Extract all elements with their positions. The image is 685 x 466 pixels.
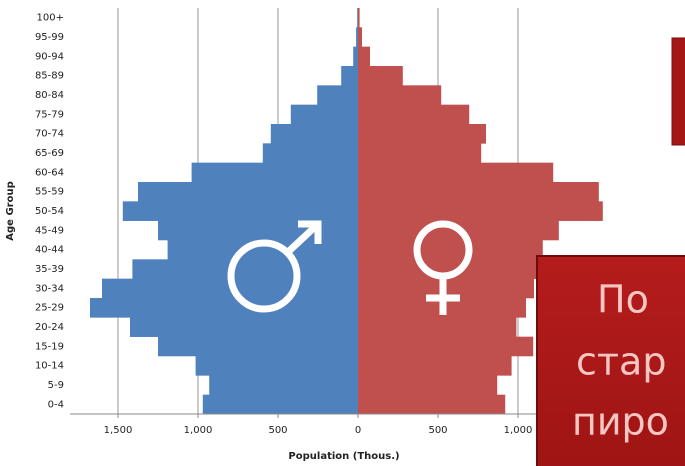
y-tick-label: 35-39 bbox=[35, 264, 64, 275]
bar bbox=[191, 162, 358, 183]
bar bbox=[358, 27, 362, 47]
bar bbox=[358, 375, 498, 395]
bar bbox=[158, 336, 358, 357]
y-tick-label: 45-49 bbox=[35, 225, 64, 236]
bar bbox=[138, 182, 358, 202]
y-tick-label: 50-54 bbox=[35, 206, 64, 217]
male-symbol-arrow bbox=[285, 221, 321, 255]
bar bbox=[357, 8, 358, 28]
x-tick-label: 1,000 bbox=[184, 425, 213, 436]
y-axis-label: Age Group bbox=[5, 181, 16, 240]
bar bbox=[358, 85, 442, 105]
y-tick-label: 65-69 bbox=[35, 148, 64, 159]
bar bbox=[353, 46, 358, 67]
bar bbox=[132, 259, 358, 279]
male-symbol-head bbox=[298, 220, 322, 244]
overlay-text: пиро bbox=[572, 400, 669, 444]
bar bbox=[90, 298, 358, 318]
y-tick-label: 0-4 bbox=[48, 399, 64, 410]
bar bbox=[358, 104, 470, 125]
axes: 1,500 1,000 500 0 500 1,000 0-4 5-9 10-14 15-19 20… bbox=[35, 13, 678, 436]
bar bbox=[122, 201, 358, 221]
overlay-box bbox=[536, 255, 685, 466]
x-tick-label: 500 bbox=[428, 425, 447, 436]
y-tick-label: 25-29 bbox=[35, 303, 64, 314]
y-tick-label: 40-44 bbox=[35, 245, 64, 256]
gender-symbols bbox=[227, 220, 473, 315]
y-tick-label: 85-89 bbox=[35, 71, 64, 82]
bar bbox=[358, 8, 360, 28]
bar bbox=[358, 259, 542, 279]
y-tick-label: 60-64 bbox=[35, 167, 64, 178]
bar bbox=[130, 317, 358, 337]
bar bbox=[167, 240, 358, 260]
overlay-box-small bbox=[671, 37, 685, 146]
bar bbox=[358, 240, 543, 260]
bar bbox=[290, 104, 358, 125]
bar bbox=[158, 220, 358, 241]
bar bbox=[358, 201, 603, 221]
overlay-text: стар bbox=[576, 340, 666, 384]
y-tick-label: 20-24 bbox=[35, 322, 64, 333]
x-tick-label: 500 bbox=[268, 425, 287, 436]
bar bbox=[195, 356, 358, 376]
y-tick-label: 100+ bbox=[37, 13, 64, 24]
bar bbox=[202, 394, 358, 415]
overlay-text: По bbox=[597, 278, 649, 322]
bar bbox=[358, 356, 512, 376]
bar bbox=[358, 317, 517, 337]
bar bbox=[358, 182, 599, 202]
x-tick-label: 1,500 bbox=[104, 425, 133, 436]
bar bbox=[358, 124, 486, 144]
bar bbox=[209, 375, 358, 395]
y-tick-label: 70-74 bbox=[35, 129, 64, 140]
y-tick-label: 55-59 bbox=[35, 187, 64, 198]
y-tick-label: 15-19 bbox=[35, 341, 64, 352]
bar bbox=[317, 85, 358, 105]
bars bbox=[90, 8, 603, 415]
y-tick-label: 95-99 bbox=[35, 32, 64, 43]
x-tick-label: 0 bbox=[355, 425, 361, 436]
male-symbol-circle bbox=[227, 239, 301, 313]
bar bbox=[358, 336, 534, 357]
y-tick-label: 80-84 bbox=[35, 90, 64, 101]
y-tick-label: 75-79 bbox=[35, 109, 64, 120]
bar bbox=[270, 124, 358, 144]
bar bbox=[358, 66, 403, 86]
bar bbox=[262, 143, 358, 163]
bar bbox=[358, 394, 506, 415]
y-tick-label: 30-34 bbox=[35, 283, 64, 294]
bar bbox=[356, 27, 358, 47]
bar bbox=[341, 66, 358, 86]
bar bbox=[358, 143, 482, 163]
bar bbox=[358, 162, 554, 183]
x-tick-label: 1,000 bbox=[504, 425, 533, 436]
bar bbox=[358, 46, 370, 67]
y-tick-label: 10-14 bbox=[35, 361, 64, 372]
x-axis-label: Population (Thous.) bbox=[288, 451, 399, 462]
y-tick-label: 90-94 bbox=[35, 51, 64, 62]
y-tick-label: 5-9 bbox=[48, 380, 64, 391]
